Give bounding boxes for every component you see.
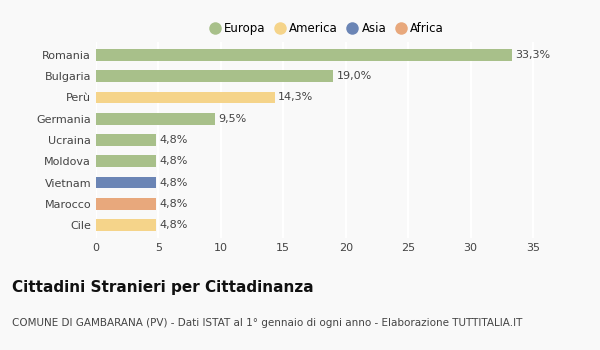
Text: Cittadini Stranieri per Cittadinanza: Cittadini Stranieri per Cittadinanza xyxy=(12,280,314,295)
Text: 33,3%: 33,3% xyxy=(515,50,551,60)
Text: 4,8%: 4,8% xyxy=(160,156,188,166)
Bar xyxy=(96,177,156,188)
Bar xyxy=(96,49,512,61)
Bar xyxy=(96,134,156,146)
Bar xyxy=(96,198,156,210)
Bar xyxy=(96,113,215,125)
Bar xyxy=(96,70,333,82)
Bar xyxy=(96,92,275,103)
Text: 14,3%: 14,3% xyxy=(278,92,314,103)
Bar xyxy=(96,219,156,231)
Text: 4,8%: 4,8% xyxy=(160,135,188,145)
Bar xyxy=(96,155,156,167)
Text: COMUNE DI GAMBARANA (PV) - Dati ISTAT al 1° gennaio di ogni anno - Elaborazione : COMUNE DI GAMBARANA (PV) - Dati ISTAT al… xyxy=(12,318,523,329)
Text: 19,0%: 19,0% xyxy=(337,71,372,81)
Text: 4,8%: 4,8% xyxy=(160,177,188,188)
Text: 9,5%: 9,5% xyxy=(218,114,247,124)
Text: 4,8%: 4,8% xyxy=(160,199,188,209)
Legend: Europa, America, Asia, Africa: Europa, America, Asia, Africa xyxy=(210,22,444,35)
Text: 4,8%: 4,8% xyxy=(160,220,188,230)
